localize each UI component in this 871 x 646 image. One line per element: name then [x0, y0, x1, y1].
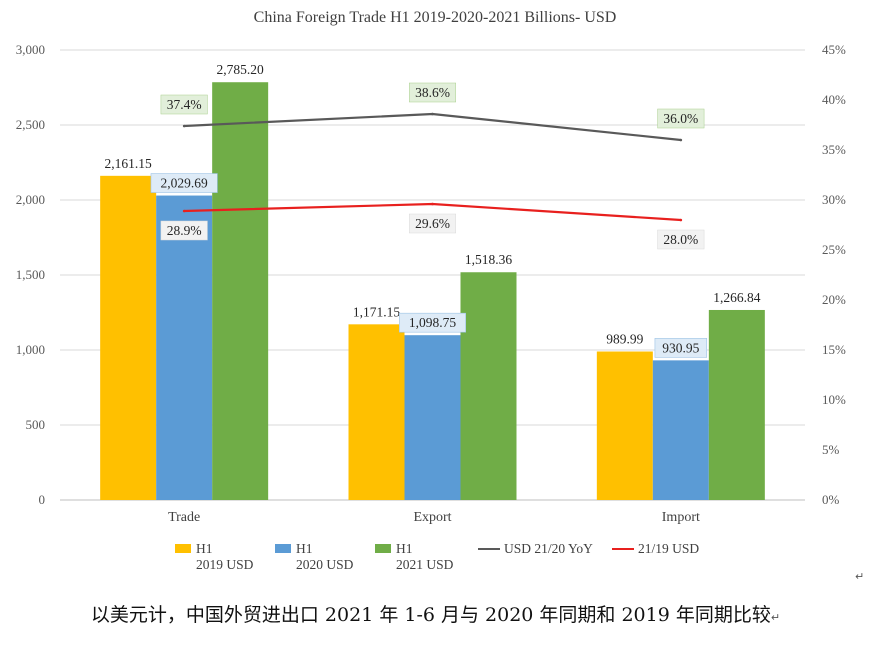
line-label-box — [409, 82, 456, 103]
line-point-0-1 — [431, 112, 434, 116]
caption-text: 以美元计，中国外贸进出口 2021 年 1-6 月与 2020 年同期和 201… — [90, 604, 771, 626]
line-point-0-2 — [679, 138, 683, 142]
legend-label-line1: H1 — [196, 541, 213, 556]
y2-tick-label: 25% — [822, 242, 846, 257]
x-category-label: Export — [413, 510, 451, 525]
y-tick-label: 1,000 — [16, 342, 45, 357]
lines — [182, 112, 683, 222]
bars — [100, 82, 765, 500]
x-category-label: Import — [662, 510, 700, 525]
bar-value-label: 989.99 — [606, 332, 643, 347]
bar-labels: 2,161.15 1,171.15 989.99 2,029.69 1,098.75 93… — [105, 62, 761, 358]
line-label-box — [657, 229, 705, 250]
y-tick-label: 2,000 — [16, 192, 45, 207]
bar-value-label: 1,171.15 — [353, 304, 401, 319]
legend-swatch — [275, 544, 291, 553]
line-label-box — [409, 213, 456, 234]
y-tick-label: 0 — [39, 492, 46, 507]
bar-value-label: 1,098.75 — [409, 315, 457, 330]
y-tick-label: 1,500 — [16, 267, 45, 282]
legend-swatch — [175, 544, 191, 553]
line-value-label: 29.6% — [415, 216, 450, 231]
legend-swatch — [375, 544, 391, 553]
x-axis: Trade Export Import — [168, 510, 700, 525]
y2-tick-label: 10% — [822, 392, 846, 407]
y2-tick-label: 45% — [822, 42, 846, 57]
bar-0-0 — [100, 175, 157, 500]
bar-1-1 — [404, 335, 461, 500]
bar-0-2 — [596, 351, 653, 500]
line-value-label: 36.0% — [663, 111, 698, 126]
bar-label-box — [150, 173, 218, 193]
x-category-label: Trade — [168, 510, 200, 525]
y2-tick-label: 35% — [822, 142, 846, 157]
legend-label-line2: 2021 USD — [396, 557, 454, 572]
line-value-label: 37.4% — [167, 97, 202, 112]
legend-label-line1: H1 — [296, 541, 313, 556]
y2-tick-label: 30% — [822, 192, 846, 207]
y2-tick-label: 5% — [822, 442, 840, 457]
bar-value-label: 2,161.15 — [105, 156, 153, 171]
line-label-box — [657, 108, 705, 129]
bar-1-2 — [652, 360, 709, 500]
y-axis-left: 0 500 1,000 1,500 2,000 2,500 3,000 — [16, 42, 45, 507]
caption-return-mark: ↵ — [770, 611, 781, 624]
line-point-1-0 — [182, 209, 186, 213]
bar-value-label: 930.95 — [662, 340, 699, 355]
y-tick-label: 2,500 — [16, 117, 45, 132]
line-point-0-0 — [182, 124, 186, 128]
line-label-box — [160, 94, 208, 115]
caption: 以美元计，中国外贸进出口 2021 年 1-6 月与 2020 年同期和 201… — [0, 600, 871, 627]
line-point-1-2 — [679, 218, 683, 222]
legend-line-label: 21/19 USD — [638, 541, 699, 556]
y-tick-label: 500 — [26, 417, 46, 432]
legend-label-line2: 2020 USD — [296, 557, 354, 572]
y2-tick-label: 0% — [822, 492, 840, 507]
legend-label-line1: H1 — [396, 541, 413, 556]
bar-value-label: 2,785.20 — [217, 62, 265, 77]
line-value-label: 38.6% — [415, 85, 450, 100]
bar-2-1 — [460, 272, 517, 500]
y2-tick-label: 15% — [822, 342, 846, 357]
line-label-box — [160, 220, 208, 241]
line-value-label: 28.0% — [663, 232, 698, 247]
line-value-label: 28.9% — [167, 223, 202, 238]
legend-label-line2: 2019 USD — [196, 557, 254, 572]
line-labels: 37.4% 38.6% 36.0% 28.9% 29.6% 28.0% — [160, 82, 705, 250]
bar-value-label: 2,029.69 — [161, 176, 209, 191]
bar-label-box — [398, 312, 466, 333]
y-tick-label: 3,000 — [16, 42, 45, 57]
bar-1-0 — [156, 195, 213, 500]
bar-2-0 — [212, 82, 269, 500]
bar-value-label: 1,518.36 — [465, 252, 513, 267]
bar-value-label: 1,266.84 — [713, 290, 761, 305]
line-point-1-1 — [431, 202, 434, 206]
legend-line-label: USD 21/20 YoY — [504, 541, 593, 556]
chart: China Foreign Trade H1 2019-2020-2021 Bi… — [16, 9, 846, 572]
bar-0-1 — [348, 324, 405, 500]
return-mark: ↵ — [855, 570, 865, 583]
bar-label-box — [654, 338, 708, 358]
y-axis-right: 0% 5% 10% 15% 20% 25% 30% 35% 40% 45% — [822, 42, 846, 507]
y2-tick-label: 40% — [822, 92, 846, 107]
bar-2-2 — [708, 309, 765, 500]
y2-tick-label: 20% — [822, 292, 846, 307]
chart-title: China Foreign Trade H1 2019-2020-2021 Bi… — [254, 9, 617, 26]
